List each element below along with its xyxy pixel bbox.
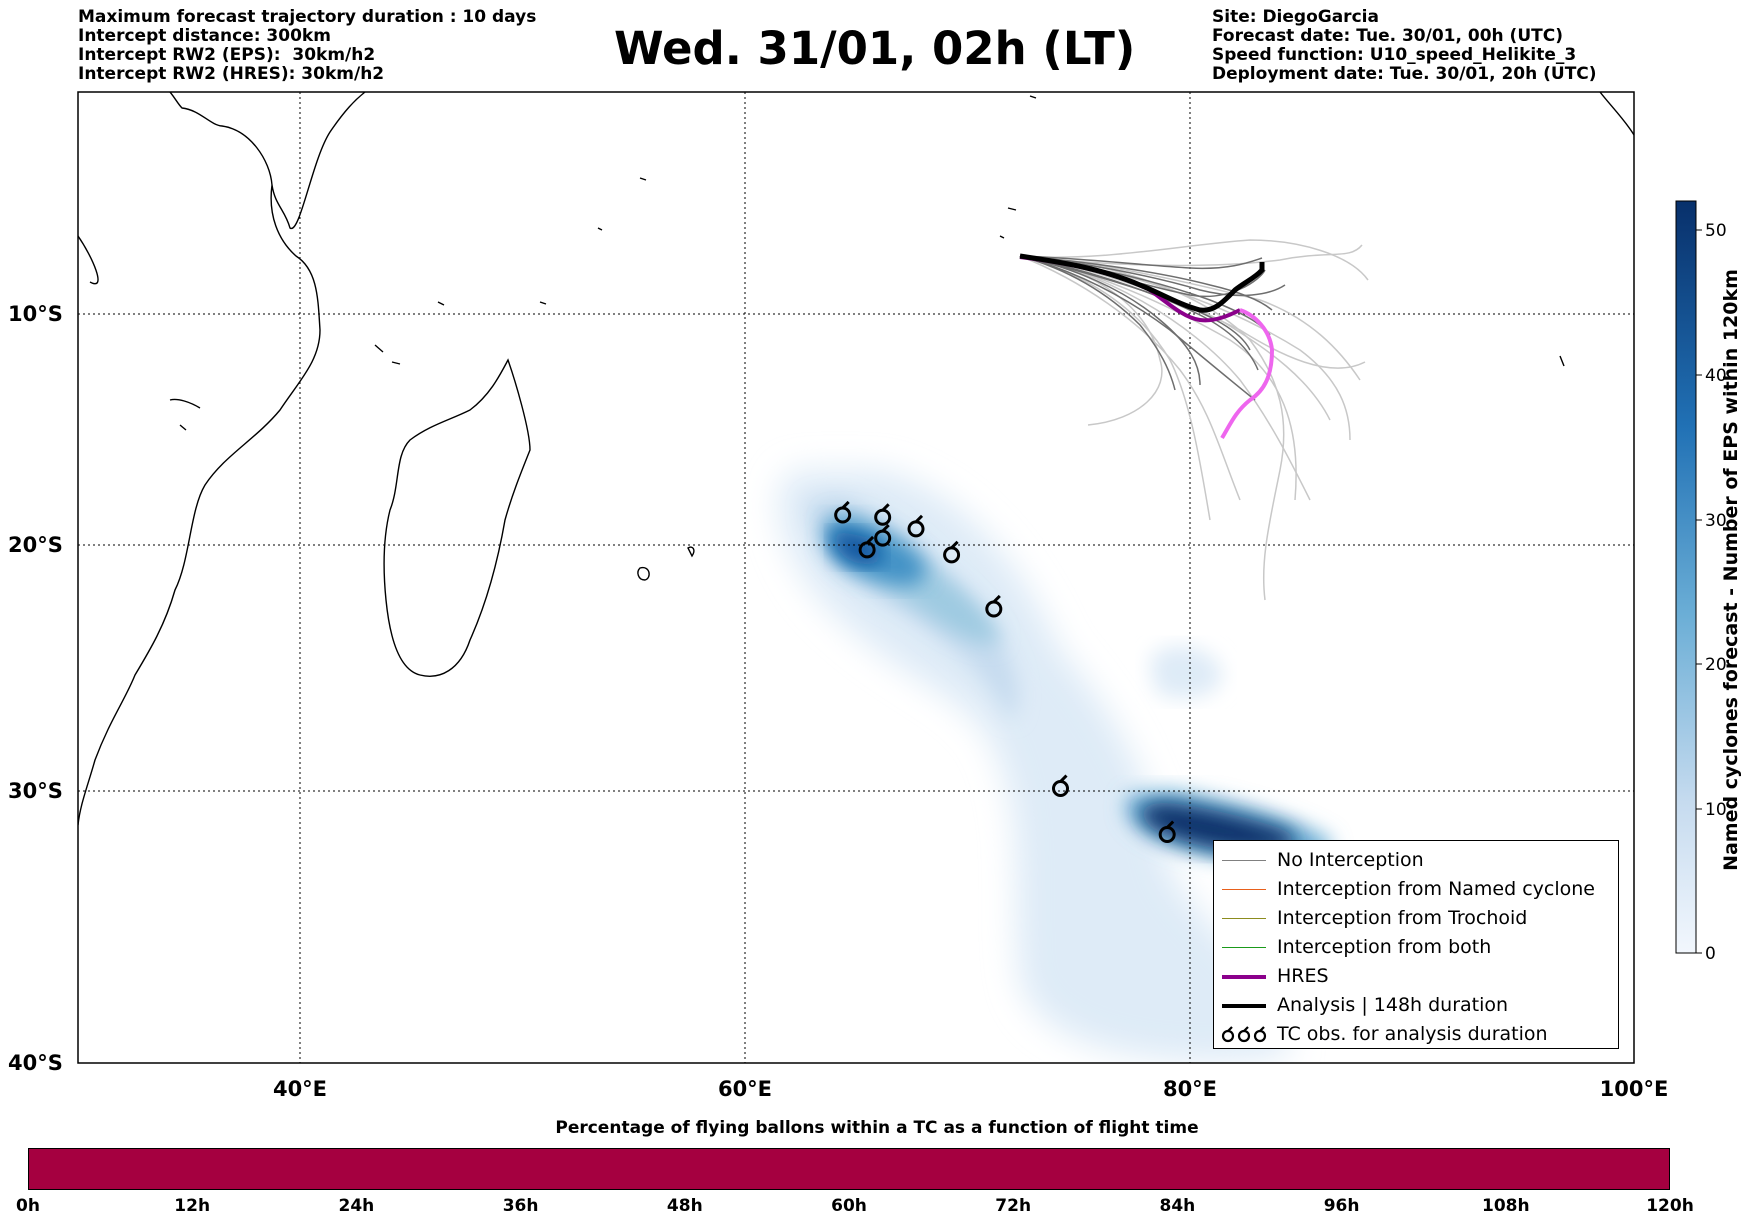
- cbar-tick-10: 10: [1705, 800, 1727, 820]
- bottom-tick-48h: 48h: [666, 1196, 703, 1216]
- tc-observation-markers: [834, 500, 1176, 844]
- seychelles-islands: [374, 177, 647, 365]
- legend-line-named-cyclone: [1222, 889, 1266, 890]
- legend-item-both: Interception from both: [1214, 935, 1618, 961]
- comoros-islands: [169, 398, 201, 431]
- legend-label-no-interception: No Interception: [1277, 849, 1424, 871]
- main-title: Wed. 31/01, 02h (LT): [614, 22, 1136, 75]
- map-frame: [77, 91, 1635, 1064]
- mascarene-islands: [637, 546, 695, 581]
- tc-observation-marker: [874, 503, 892, 526]
- vertical-colorbar-ticks: 0 10 20 30 40 50: [1696, 221, 1727, 964]
- bottom-tick-36h: 36h: [502, 1196, 539, 1216]
- tc-observation-marker: [834, 500, 852, 524]
- cbar-tick-50: 50: [1705, 221, 1727, 241]
- madagascar-coastline: [383, 358, 531, 677]
- cyclone-symbol-icon: [1221, 1026, 1267, 1043]
- gridlines: [78, 92, 1634, 1063]
- legend-line-trochoid: [1222, 918, 1266, 919]
- legend-line-analysis: [1222, 1004, 1266, 1008]
- tc-observation-marker: [907, 514, 925, 538]
- lat-tick-10s: 10°S: [8, 302, 63, 326]
- legend-item-tc-obs: TC obs. for analysis duration: [1214, 1022, 1618, 1048]
- legend-item-analysis: Analysis | 148h duration: [1214, 993, 1618, 1019]
- legend-item-trochoid: Interception from Trochoid: [1214, 906, 1618, 932]
- legend: No Interception Interception from Named …: [1213, 840, 1619, 1049]
- legend-item-hres: HRES: [1214, 964, 1618, 990]
- chagos-islands: [999, 95, 1565, 367]
- header-left-line3: Intercept RW2 (EPS): 30km/h2: [78, 45, 376, 65]
- tc-observation-marker: [943, 540, 961, 564]
- lon-tick-80e: 80°E: [1163, 1077, 1217, 1101]
- legend-label-hres: HRES: [1277, 965, 1329, 987]
- bottom-tick-84h: 84h: [1159, 1196, 1196, 1216]
- header-left: Maximum forecast trajectory duration : 1…: [78, 8, 536, 84]
- tc-observation-marker: [1158, 820, 1176, 844]
- sumatra-coastline: [1599, 92, 1634, 136]
- africa-coastline: [78, 92, 366, 826]
- coastlines: [78, 92, 1634, 826]
- lat-tick-40s: 40°S: [8, 1051, 63, 1075]
- legend-line-hres: [1222, 975, 1266, 979]
- eps-trajectories-dark: [1019, 255, 1286, 401]
- header-right-line2: Forecast date: Tue. 30/01, 00h (UTC): [1212, 26, 1563, 46]
- header-right-line3: Speed function: U10_speed_Helikite_3: [1212, 45, 1577, 65]
- legend-label-both: Interception from both: [1277, 936, 1492, 958]
- tc-observation-marker: [1052, 774, 1070, 798]
- vertical-colorbar: [1675, 200, 1697, 954]
- tc-observation-marker: [874, 524, 892, 547]
- header-left-line2: Intercept distance: 300km: [78, 26, 331, 46]
- legend-item-named-cyclone: Interception from Named cyclone: [1214, 877, 1618, 903]
- legend-label-analysis: Analysis | 148h duration: [1277, 994, 1509, 1016]
- cbar-tick-0: 0: [1705, 944, 1716, 964]
- bottom-tick-96h: 96h: [1323, 1196, 1360, 1216]
- legend-line-no-interception: [1222, 860, 1266, 861]
- cbar-tick-40: 40: [1705, 366, 1727, 386]
- lon-tick-40e: 40°E: [273, 1077, 327, 1101]
- hres-trajectory-late: [1220, 308, 1275, 440]
- bottom-colorbar-title: Percentage of flying ballons within a TC…: [555, 1118, 1199, 1138]
- header-right-line4: Deployment date: Tue. 30/01, 20h (UTC): [1212, 64, 1597, 84]
- bottom-tick-120h: 120h: [1646, 1196, 1694, 1216]
- bottom-tick-60h: 60h: [831, 1196, 867, 1216]
- bottom-tick-72h: 72h: [995, 1196, 1032, 1216]
- legend-line-both: [1222, 947, 1266, 948]
- lon-tick-100e: 100°E: [1600, 1077, 1669, 1101]
- header-right: Site: DiegoGarcia Forecast date: Tue. 30/…: [1212, 8, 1597, 84]
- lon-tick-60e: 60°E: [718, 1077, 772, 1101]
- analysis-trajectory: [1019, 253, 1265, 313]
- tc-observation-marker: [858, 535, 876, 559]
- bottom-colorbar: [28, 1148, 1670, 1190]
- legend-label-tc-obs: TC obs. for analysis duration: [1277, 1023, 1548, 1045]
- lat-tick-30s: 30°S: [8, 779, 63, 803]
- cbar-tick-30: 30: [1705, 511, 1727, 531]
- legend-item-no-interception: No Interception: [1214, 848, 1618, 874]
- lat-tick-20s: 20°S: [8, 533, 63, 557]
- bottom-tick-108h: 108h: [1482, 1196, 1530, 1216]
- header-left-line1: Maximum forecast trajectory duration : 1…: [78, 7, 537, 27]
- header-left-line4: Intercept RW2 (HRES): 30km/h2: [78, 64, 385, 84]
- header-right-line1: Site: DiegoGarcia: [1212, 7, 1379, 27]
- legend-label-trochoid: Interception from Trochoid: [1277, 907, 1528, 929]
- bottom-tick-0h: 0h: [16, 1196, 40, 1216]
- bottom-tick-12h: 12h: [174, 1196, 211, 1216]
- vertical-colorbar-label: Named cyclones forecast - Number of EPS …: [1720, 269, 1742, 871]
- cbar-tick-20: 20: [1705, 655, 1727, 675]
- tc-observation-marker: [985, 594, 1003, 618]
- legend-label-named-cyclone: Interception from Named cyclone: [1277, 878, 1595, 900]
- bottom-tick-24h: 24h: [338, 1196, 375, 1216]
